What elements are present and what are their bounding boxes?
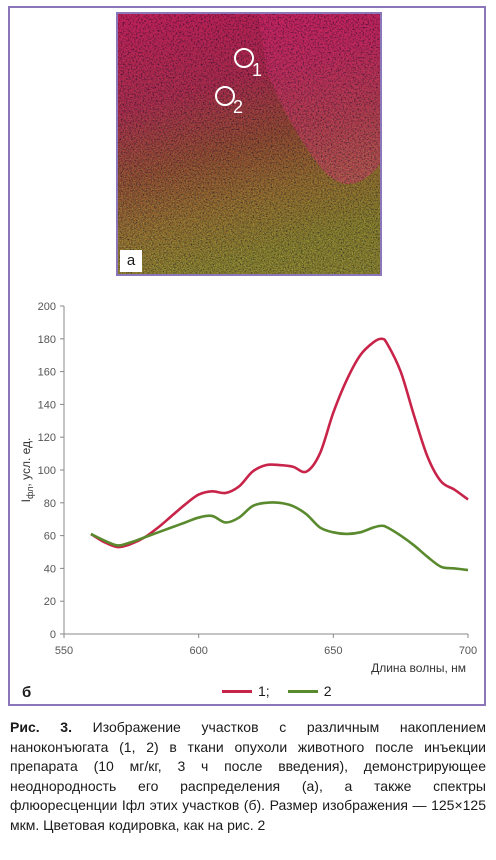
fluorescence-image: 1 2 <box>118 14 380 274</box>
legend-entry-2: 2 <box>287 683 332 699</box>
y-tick-label: 0 <box>50 629 56 641</box>
y-tick-label: 120 <box>38 432 56 444</box>
region-2-label: 2 <box>233 97 243 117</box>
x-ticks: 550 600 650 700 <box>55 634 477 657</box>
legend-swatch-2 <box>287 689 318 693</box>
y-tick-label: 40 <box>44 563 56 575</box>
series-line-2 <box>90 501 469 572</box>
x-tick-label: 550 <box>55 645 73 657</box>
legend-label-2: 2 <box>323 683 332 699</box>
y-axis-title: Iфл, усл. ед. <box>19 438 35 503</box>
panel-a-label: а <box>120 250 142 272</box>
legend-entry-1: 1; <box>222 683 270 699</box>
panel-b-label: б <box>22 684 32 701</box>
region-1-label: 1 <box>252 60 262 80</box>
x-tick-label: 700 <box>459 645 477 657</box>
legend-label-1: 1; <box>258 683 270 699</box>
series-line-1 <box>90 337 469 549</box>
y-tick-label: 200 <box>38 301 56 313</box>
x-tick-label: 600 <box>189 645 207 657</box>
y-ticks: 0 20 40 60 80 100 120 140 160 180 200 <box>38 301 64 641</box>
figure-caption: Рис. 3. Изображение участков с различным… <box>10 718 486 836</box>
spectra-chart: 0 20 40 60 80 100 120 140 160 180 200 550 600 650 700… <box>19 301 477 675</box>
y-tick-label: 80 <box>44 498 56 510</box>
region-2-marker <box>215 86 235 106</box>
chart-axes <box>63 306 468 635</box>
figure-frame <box>8 6 486 706</box>
y-tick-label: 140 <box>38 399 56 411</box>
chart-series <box>90 337 469 572</box>
y-tick-label: 60 <box>44 531 56 543</box>
y-tick-label: 20 <box>44 596 56 608</box>
region-1-marker <box>234 48 254 68</box>
microscopy-image: 1 2 а <box>116 12 382 276</box>
y-tick-label: 180 <box>38 334 56 346</box>
x-tick-label: 650 <box>324 645 342 657</box>
caption-text: Изображение участков с различным накопле… <box>10 719 487 833</box>
y-tick-label: 160 <box>38 367 56 379</box>
legend-swatch-1 <box>222 689 252 693</box>
y-tick-label: 100 <box>38 465 56 477</box>
caption-lead: Рис. 3. <box>10 719 72 735</box>
x-axis-title: Длина волны, нм <box>371 661 466 675</box>
legend: 1; 2 <box>222 683 349 699</box>
